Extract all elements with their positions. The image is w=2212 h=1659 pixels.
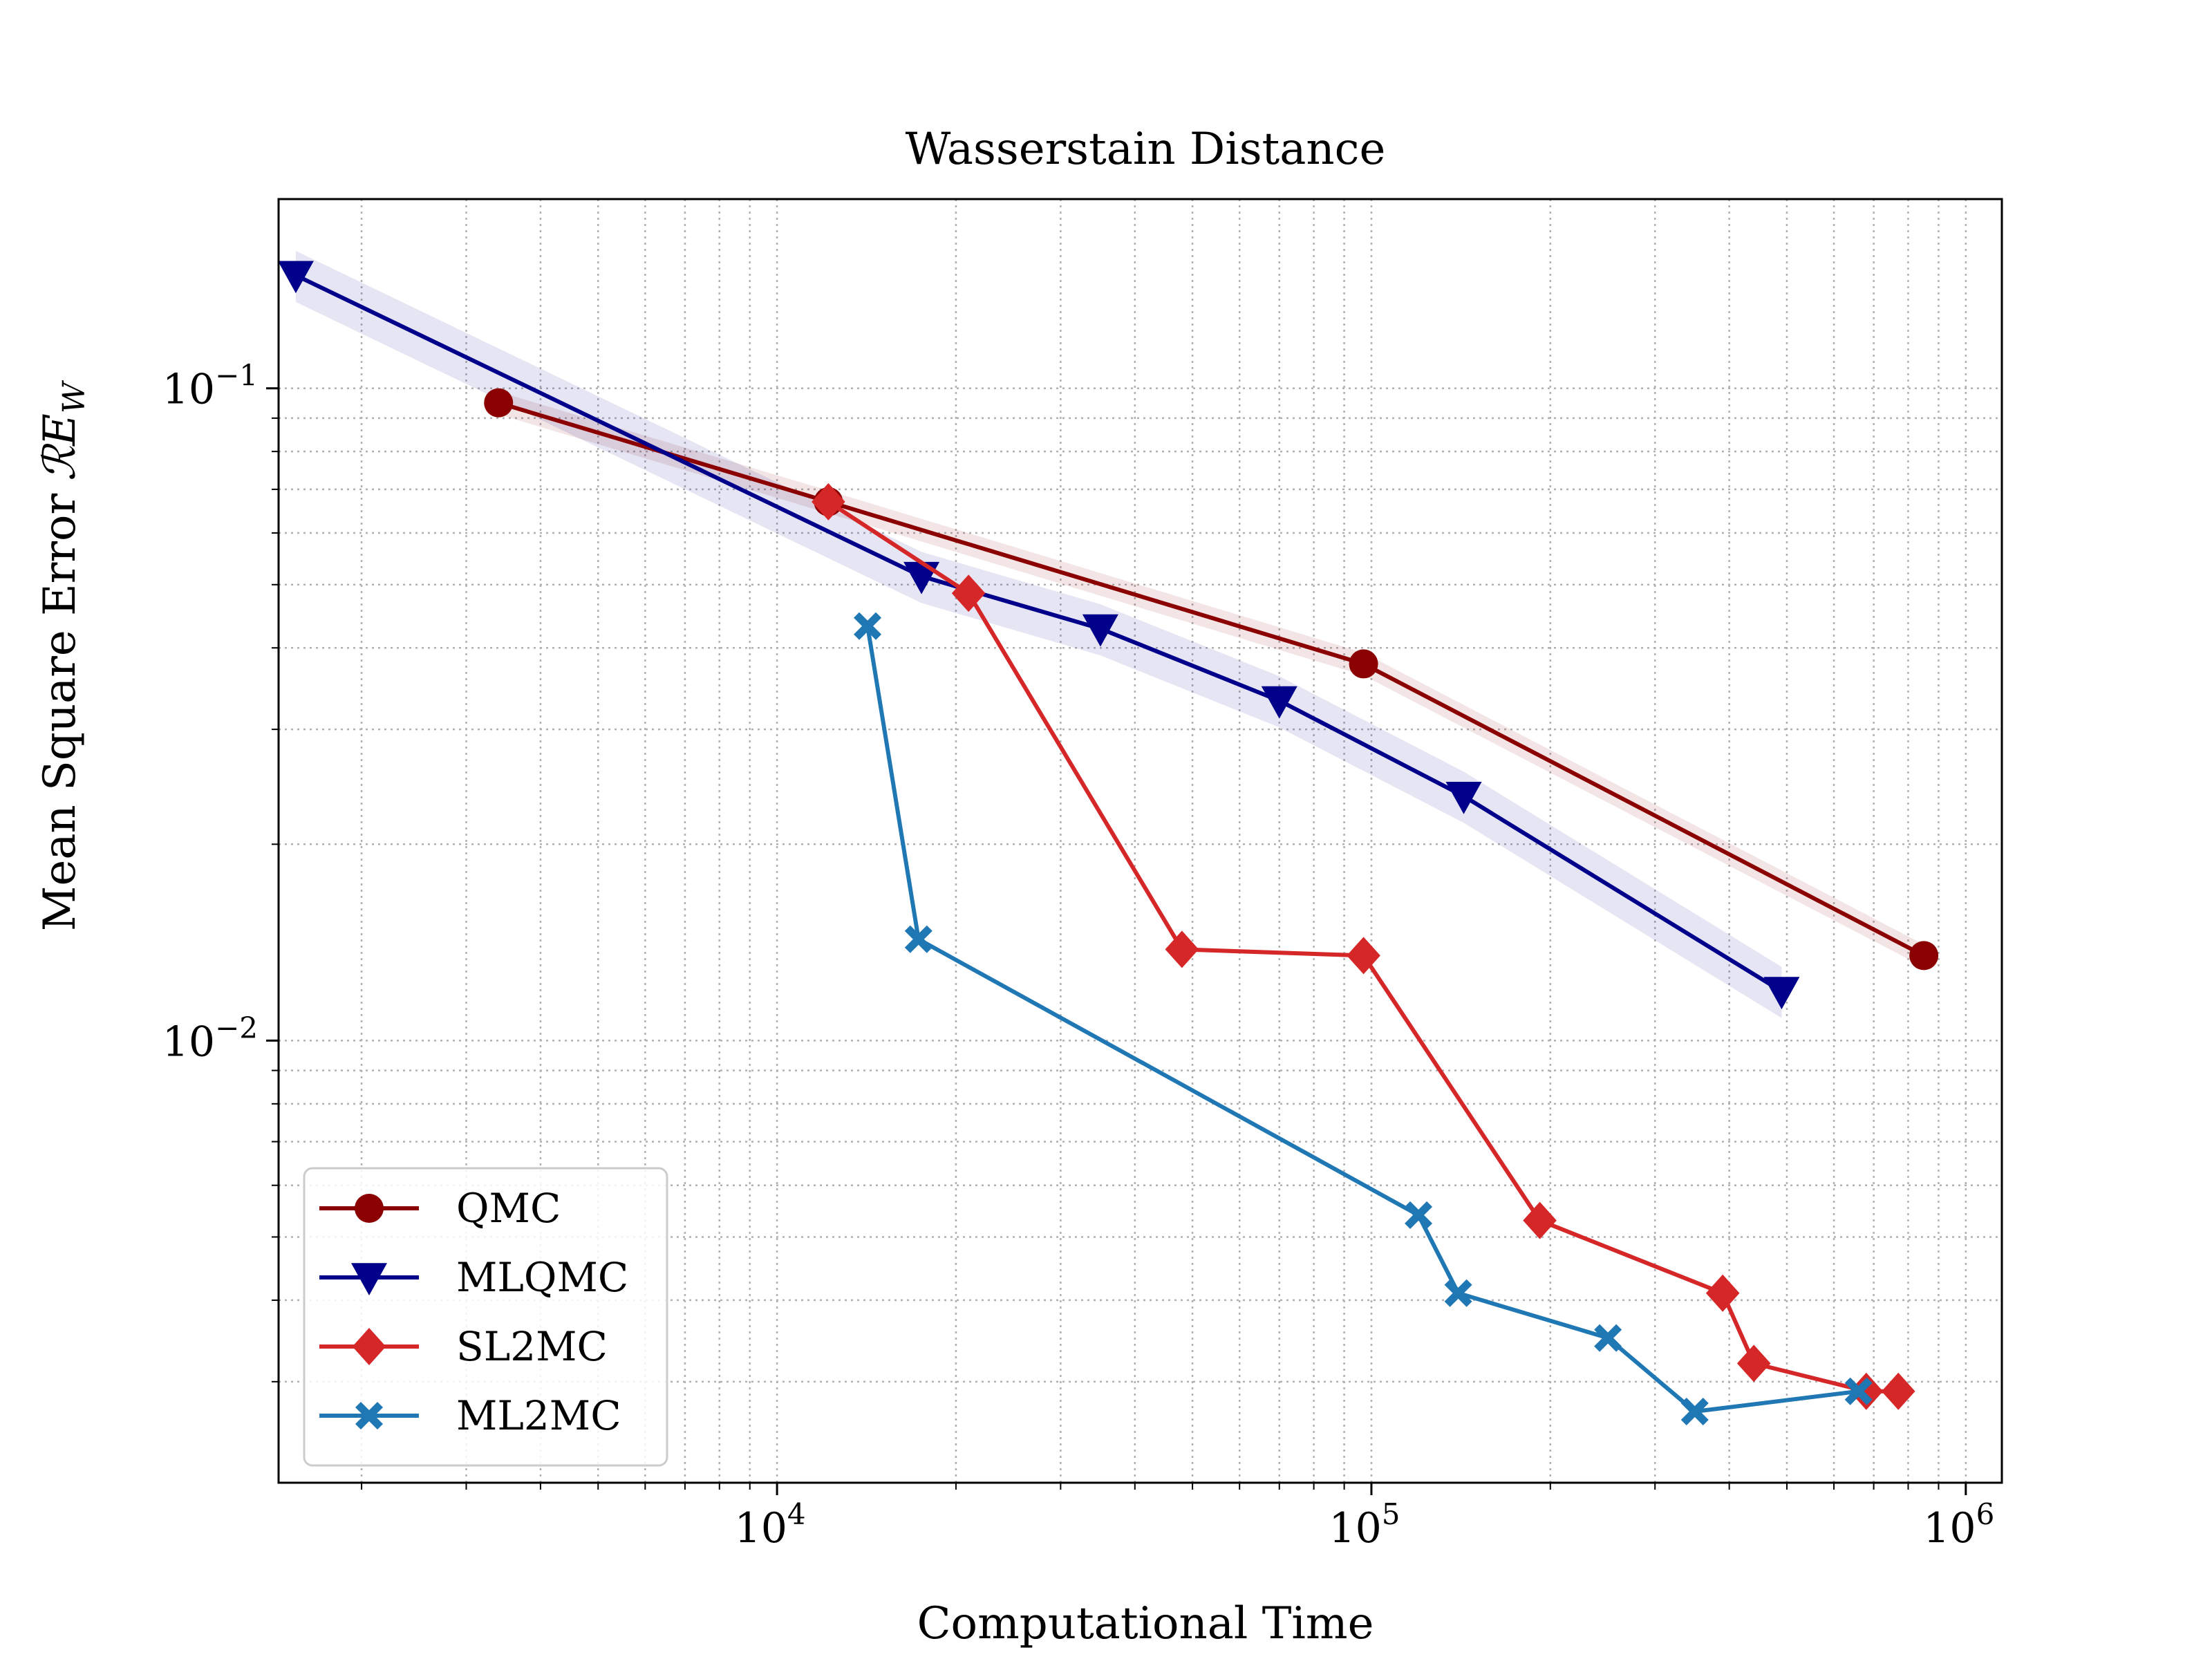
legend: QMC MLQMC SL2MC ML2MC [303, 1167, 668, 1467]
data-point [1445, 781, 1482, 814]
x-tick-exponent: 5 [1382, 1497, 1400, 1531]
legend-label: QMC [456, 1185, 561, 1232]
series-lines [277, 261, 1939, 1426]
y-axis-label-symbol: ℛE [35, 413, 86, 481]
legend-item-mlqmc: MLQMC [319, 1254, 628, 1301]
series-line [294, 273, 1783, 993]
data-point [1082, 614, 1118, 647]
confidence-bands [295, 250, 1924, 1018]
y-tick-base: 10 [162, 366, 215, 414]
data-point [812, 482, 845, 521]
data-point [1165, 930, 1199, 968]
data-point [1849, 1372, 1884, 1410]
plot-frame [277, 198, 2003, 1484]
x-axis-label: Computational Time [917, 1598, 1374, 1649]
data-point [484, 388, 514, 418]
data-point [1705, 1274, 1740, 1312]
legend-item-ml2mc: ML2MC [319, 1392, 621, 1439]
data-point [1349, 649, 1378, 679]
data-point [1347, 937, 1380, 975]
x-tick-base: 10 [1329, 1504, 1381, 1553]
series-sl2mc [812, 482, 1915, 1410]
y-tick-exponent: −2 [215, 1011, 258, 1044]
x-tick-label: 105 [1329, 1497, 1400, 1553]
y-tick-exponent: −1 [215, 359, 258, 393]
data-point [1405, 1201, 1433, 1229]
x-tick-exponent: 6 [1976, 1497, 1995, 1531]
data-point [854, 612, 882, 640]
y-axis-label-subscript: W [57, 379, 92, 413]
y-tick-label: 10−1 [162, 359, 258, 414]
y-axis-label: Mean Square Error ℛEW [35, 379, 92, 931]
y-tick-base: 10 [162, 1018, 215, 1066]
x-tick-label: 106 [1923, 1497, 1994, 1553]
band-qmc [498, 391, 1924, 968]
x-tick-exponent: 4 [787, 1497, 806, 1531]
legend-label: SL2MC [456, 1323, 608, 1370]
data-point [1523, 1201, 1557, 1239]
y-axis-label-text: Mean Square Error [35, 494, 86, 932]
x-tick-label: 104 [735, 1497, 806, 1553]
data-point [1881, 1372, 1915, 1410]
data-point [1680, 1398, 1709, 1426]
data-point [277, 261, 314, 294]
x-tick-base: 10 [735, 1504, 787, 1553]
y-tick-label: 10−2 [162, 1011, 258, 1066]
data-point [1909, 941, 1939, 971]
legend-marker [355, 1194, 384, 1223]
data-point [1261, 686, 1297, 719]
data-point [904, 925, 932, 953]
legend-item-sl2mc: SL2MC [319, 1323, 608, 1370]
chart-title: Wasserstain Distance [906, 124, 1386, 175]
legend-marker [355, 1402, 383, 1430]
legend-box [303, 1167, 668, 1467]
legend-item-qmc: QMC [319, 1185, 561, 1232]
data-point [951, 574, 986, 612]
legend-marker [351, 1263, 387, 1295]
data-point [1444, 1279, 1472, 1307]
data-point [1736, 1344, 1771, 1382]
band-mlqmc [295, 250, 1782, 1018]
legend-marker [352, 1328, 386, 1365]
series-ml2mc [854, 612, 1873, 1426]
x-tick-base: 10 [1923, 1504, 1976, 1553]
data-point [1763, 977, 1800, 1010]
data-point [1594, 1324, 1622, 1352]
legend-label: ML2MC [456, 1392, 621, 1439]
legend-label: MLQMC [456, 1254, 628, 1301]
data-point [1844, 1377, 1873, 1405]
